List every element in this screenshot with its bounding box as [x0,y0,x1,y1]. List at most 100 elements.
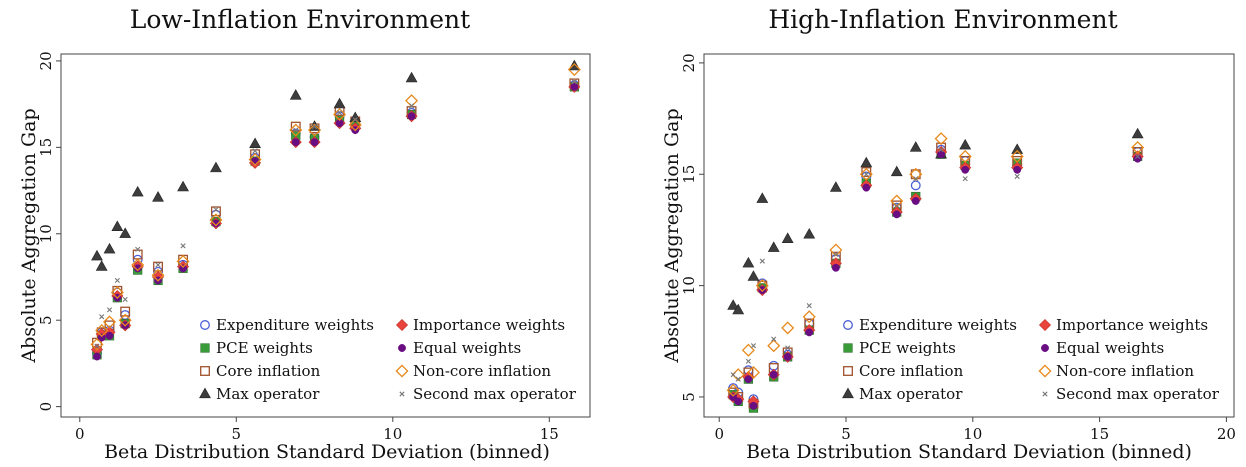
data-point [1131,127,1144,139]
data-point [249,137,261,148]
legend-label: Second max operator [413,385,577,403]
data-point [744,375,753,384]
series-importance-weights [90,80,581,356]
series-max-operator [91,59,581,271]
legend-label: Equal weights [413,339,521,357]
data-point [1133,154,1142,163]
data-point [95,260,108,271]
data-point [1131,141,1145,155]
legend-marker [1038,318,1052,332]
legend: Expenditure weights PCE weights Core infla… [199,316,577,403]
data-point [909,167,923,181]
data-point [571,79,577,85]
legend-marker [199,387,211,399]
legend-marker [398,344,406,352]
data-point [732,303,745,315]
data-point [119,227,132,238]
y-tick-label: 10 [680,276,698,295]
data-point [176,254,190,268]
data-point [209,213,223,227]
x-axis-label: Beta Distribution Standard Deviation (bi… [104,441,550,463]
legend-marker [200,366,210,376]
y-axis-label: Absolute Aggregation Gap [18,108,40,363]
legend-label: Importance weights [1056,316,1208,334]
x-tick-label: 0 [75,425,85,443]
data-point [252,148,258,154]
data-point [745,358,751,364]
data-point [133,264,142,273]
data-point [741,343,755,357]
panel-high-inflation: High-Inflation Environment 0 5 10 15 20 5 10 15 2… [661,5,1236,463]
data-point [106,307,113,313]
series-second-max-operator [730,147,1141,382]
series-max-operator [727,127,1144,315]
data-point [911,197,920,205]
data-point [120,306,131,317]
x-tick-label: 0 [714,425,724,443]
legend-marker [200,320,210,330]
data-point [829,243,843,257]
data-point [1010,149,1024,163]
data-point [783,352,792,361]
legend-label: Max operator [216,385,320,403]
data-point [131,185,144,197]
y-tick-label: 15 [680,165,698,184]
data-point [118,313,132,327]
x-tick-label: 15 [1090,425,1109,443]
data-point [785,345,791,351]
y-tick-label: 20 [680,53,698,72]
data-point [802,310,816,324]
data-point [726,383,740,397]
series-second-max-operator [94,79,577,349]
data-point [251,157,260,166]
data-point [111,220,124,231]
data-point [892,210,901,219]
legend-label: Expenditure weights [216,316,374,334]
data-point [311,124,318,130]
x-tick-label: 20 [1217,425,1236,443]
legend-label: Equal weights [1056,339,1164,357]
data-point [103,242,116,254]
data-point [747,270,760,281]
data-point [729,393,738,401]
data-point [152,191,164,202]
legend-label: Importance weights [413,316,565,334]
data-point [863,171,869,177]
data-point [336,110,343,116]
data-point [750,343,757,349]
data-point [862,183,871,192]
y-axis-label: Absolute Aggregation Gap [661,108,683,363]
panel-low-inflation: Low-Inflation Environment 0 5 10 15 0 5 10 15 20 B… [18,5,591,463]
data-point [93,352,101,361]
data-point [352,117,358,123]
data-point [959,138,972,150]
legend-label: Max operator [859,385,963,403]
x-axis-label: Beta Distribution Standard Deviation (bi… [746,441,1192,463]
legend-label: Non-core inflation [1056,362,1194,380]
legend-label: Core inflation [216,362,321,380]
data-point [831,263,840,272]
data-point [1011,143,1024,154]
data-point [407,112,416,121]
data-point [94,343,100,349]
data-point [289,123,303,137]
legend-marker [1042,391,1048,397]
data-point [291,138,300,147]
data-point [179,264,188,273]
data-point [570,82,579,91]
data-point [210,206,221,217]
data-point [114,277,120,284]
data-point [180,243,186,249]
data-point [348,118,362,132]
data-point [734,397,743,406]
data-point [349,111,362,123]
data-point [333,97,346,109]
series-equal-weights [729,150,1142,410]
data-point [1135,153,1141,160]
data-point [767,339,781,353]
data-point [755,279,769,293]
legend-marker [843,320,853,330]
data-point [861,167,872,177]
data-point [934,132,948,146]
